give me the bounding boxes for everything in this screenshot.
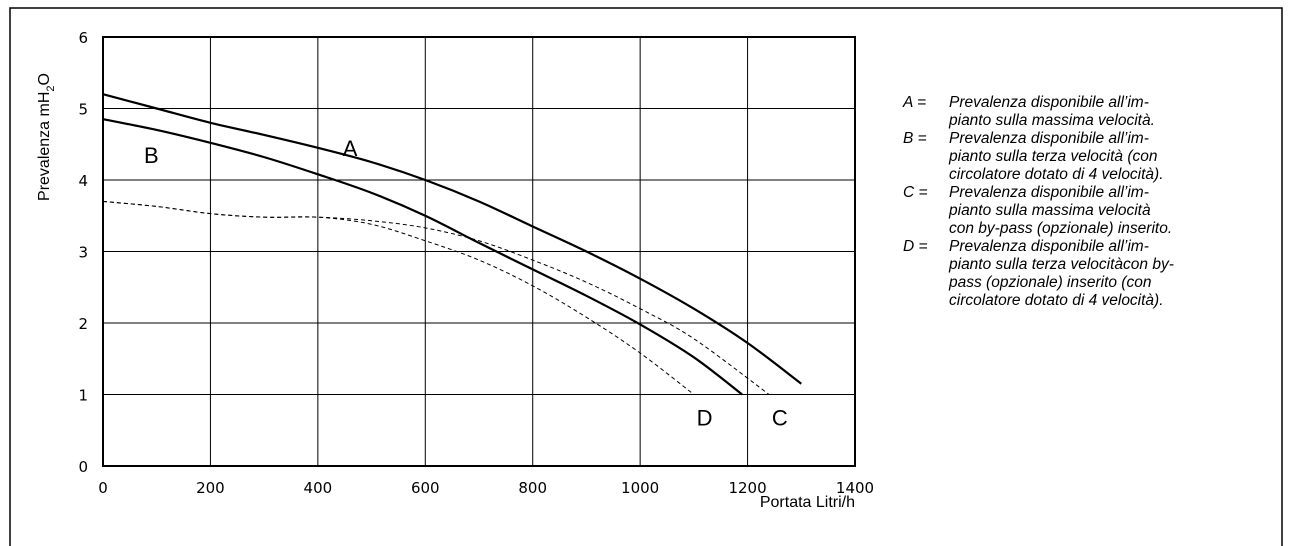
pump-curve-chart: 0 200 400 600 800 1000 1200 14000123456ABCDPort…: [36, 29, 874, 511]
x-tick-label: 200: [196, 479, 225, 497]
legend-entry: A = Prevalenza disponibile all’im-pianto …: [903, 94, 1283, 130]
legend-line: pianto sulla massima velocità.: [949, 112, 1279, 130]
legend-entry: D = Prevalenza disponibile all’im-pianto …: [903, 238, 1283, 310]
series-label-d: D: [697, 405, 713, 430]
legend-line: circolatore dotato di 4 velocità).: [949, 292, 1279, 310]
series-label-a: A: [343, 136, 358, 161]
y-tick-label: 6: [78, 29, 88, 47]
legend-description: Prevalenza disponibile all’im-pianto sul…: [949, 238, 1279, 310]
series-label-b: B: [144, 143, 159, 168]
legend-line: pianto sulla terza velocitàcon by-: [949, 256, 1279, 274]
y-tick-label: 2: [78, 315, 88, 333]
legend-key: A =: [903, 94, 949, 130]
x-tick-label: 400: [304, 479, 333, 497]
x-tick-label: 1000: [621, 479, 659, 497]
legend-line: Prevalenza disponibile all’im-: [949, 238, 1279, 256]
series-line-c: [103, 201, 769, 394]
x-tick-label: 600: [411, 479, 440, 497]
legend-key: B =: [903, 130, 949, 184]
legend-line: circolatore dotato di 4 velocità).: [949, 166, 1279, 184]
legend-line: pianto sulla massima velocità: [949, 202, 1279, 220]
series-line-d: [103, 201, 694, 394]
legend-key: C =: [903, 184, 949, 238]
legend-line: con by-pass (opzionale) inserito.: [949, 220, 1279, 238]
y-tick-label: 4: [78, 172, 88, 190]
series-line-b: [103, 119, 742, 394]
y-axis-label: Prevalenza mH2O: [36, 73, 57, 201]
x-tick-label: 0: [98, 479, 108, 497]
legend-description: Prevalenza disponibile all’im-pianto sul…: [949, 94, 1279, 130]
y-tick-label: 5: [78, 101, 88, 119]
legend-description: Prevalenza disponibile all’im-pianto sul…: [949, 130, 1279, 184]
legend-entry: B = Prevalenza disponibile all’im-pianto …: [903, 130, 1283, 184]
legend: A = Prevalenza disponibile all’im-pianto …: [903, 94, 1283, 310]
legend-line: pass (opzionale) inserito (con: [949, 274, 1279, 292]
legend-entry: C = Prevalenza disponibile all’im-pianto …: [903, 184, 1283, 238]
y-axis-label-main: Prevalenza mH: [36, 92, 53, 201]
legend-line: Prevalenza disponibile all’im-: [949, 184, 1279, 202]
y-tick-label: 3: [78, 244, 88, 262]
legend-description: Prevalenza disponibile all’im-pianto sul…: [949, 184, 1279, 238]
y-tick-label: 0: [78, 458, 88, 476]
x-axis-label: Portata Litri/h: [760, 494, 855, 511]
legend-line: Prevalenza disponibile all’im-: [949, 94, 1279, 112]
x-tick-label: 800: [518, 479, 547, 497]
legend-line: pianto sulla terza velocità (con: [949, 148, 1279, 166]
legend-key: D =: [903, 238, 949, 310]
y-tick-label: 1: [78, 387, 88, 405]
legend-line: Prevalenza disponibile all’im-: [949, 130, 1279, 148]
y-axis-label-tail: O: [36, 73, 53, 85]
series-label-c: C: [772, 405, 788, 430]
